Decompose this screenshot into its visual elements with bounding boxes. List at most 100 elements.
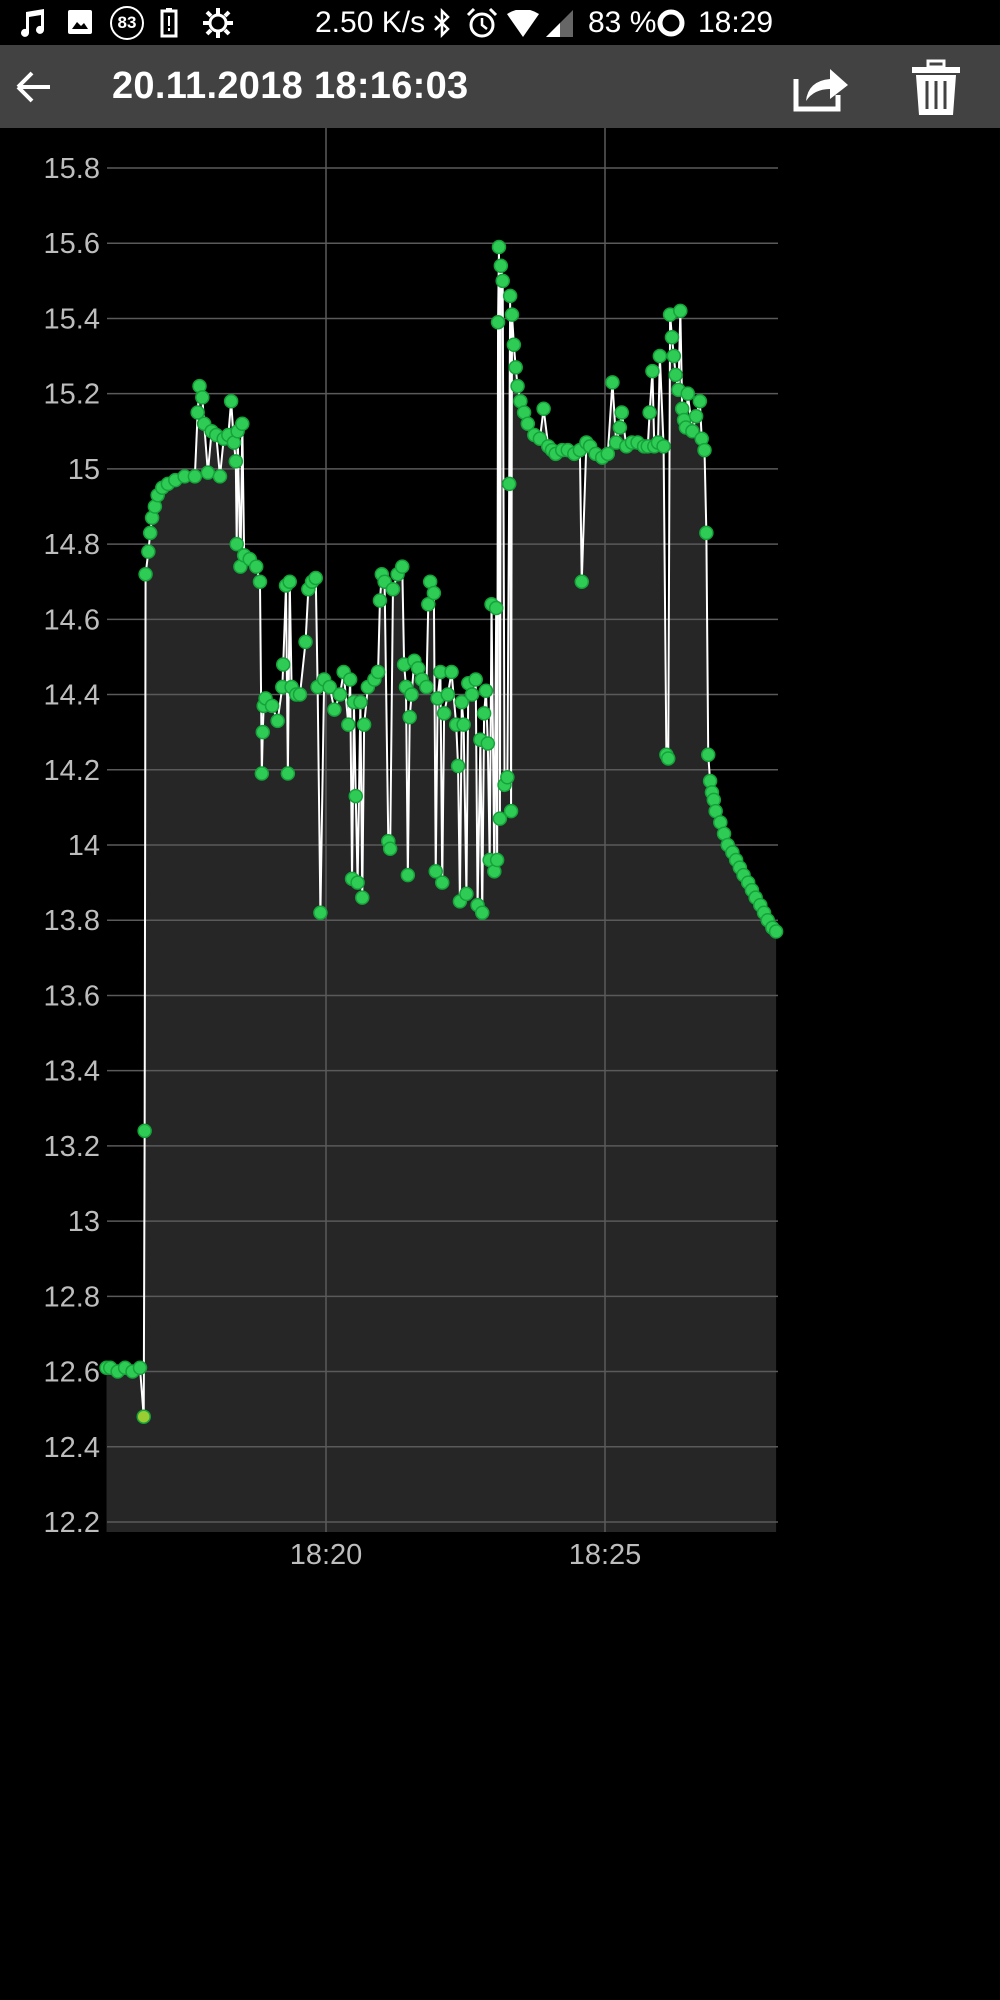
data-point: [313, 905, 328, 920]
y-tick-label: 13.2: [44, 1131, 100, 1163]
data-point: [440, 687, 456, 702]
status-time: 18:29: [698, 6, 774, 39]
data-point: [235, 416, 250, 432]
data-point: [574, 574, 589, 589]
y-tick-label: 14.8: [44, 529, 100, 561]
data-point: [614, 405, 629, 420]
data-point: [355, 890, 370, 905]
voltage-chart: 12.2 12.4 12.6 12.8 13 13.2 13.4 13.6 13.8 14 14.2…: [44, 128, 784, 1571]
y-tick-label: 13.4: [44, 1056, 100, 1088]
data-point: [688, 408, 704, 424]
data-point: [255, 724, 271, 740]
y-tick-label: 12.6: [44, 1357, 100, 1389]
data-point: [435, 875, 450, 890]
data-point: [454, 694, 470, 710]
data-point: [504, 307, 520, 322]
data-point: [187, 469, 203, 484]
network-speed: 2.50 K/s: [315, 6, 426, 39]
data-point: [666, 348, 682, 364]
data-point: [212, 469, 228, 484]
y-tick-label: 13.6: [44, 980, 100, 1012]
data-point: [697, 442, 712, 458]
y-tick-label: 14: [68, 830, 100, 862]
data-point: [200, 465, 216, 480]
data-point: [501, 476, 517, 492]
y-tick-label: 15.6: [44, 228, 100, 260]
y-tick-label: 14.6: [44, 604, 100, 636]
y-tick-label: 13: [68, 1206, 100, 1238]
data-point: [348, 788, 364, 804]
y-tick-label: 12.4: [44, 1432, 100, 1464]
data-point: [520, 416, 536, 432]
data-point: [298, 634, 313, 650]
bluetooth-icon: [434, 8, 450, 38]
data-point: [664, 330, 680, 345]
trash-icon[interactable]: [908, 59, 964, 117]
x-tick-label: 18:25: [569, 1539, 642, 1571]
arrow-left-icon[interactable]: [14, 67, 64, 107]
data-point: [342, 672, 358, 687]
music-note-icon: [21, 9, 44, 37]
x-tick-label: 18:20: [290, 1539, 363, 1571]
data-point: [450, 758, 466, 774]
data-point: [370, 664, 386, 680]
data-point: [280, 766, 296, 781]
data-point: [692, 393, 708, 409]
app-bar: 20.11.2018 18:16:03: [0, 45, 1000, 128]
data-point: [474, 905, 490, 920]
data-point: [372, 593, 388, 608]
data-point: [456, 717, 471, 732]
data-point: [510, 378, 525, 394]
data-point: [395, 559, 410, 574]
battery-ring-icon: [657, 9, 685, 37]
data-point: [476, 706, 492, 721]
data-point: [249, 559, 264, 574]
settings-gear-icon: [203, 8, 233, 38]
data-point: [645, 363, 660, 379]
data-point: [685, 424, 700, 439]
data-point: [491, 239, 507, 255]
data-point: [489, 852, 505, 868]
data-point: [495, 273, 510, 289]
data-point: [350, 875, 365, 890]
data-point: [402, 709, 417, 725]
data-point: [436, 706, 452, 721]
data-point: [254, 766, 270, 781]
data-point: [492, 811, 508, 826]
data-point: [642, 405, 657, 420]
share-icon[interactable]: [792, 63, 852, 113]
data-point: [605, 375, 620, 390]
data-point: [292, 687, 308, 702]
data-point: [502, 288, 518, 304]
data-point: [136, 1409, 151, 1424]
cell-signal-icon: [546, 10, 573, 37]
data-point: [612, 420, 628, 435]
data-point: [308, 570, 324, 586]
data-point: [506, 337, 522, 353]
y-tick-label: 14.2: [44, 755, 100, 787]
y-tick-label: 13.8: [44, 905, 100, 937]
data-point: [660, 751, 676, 766]
data-point: [768, 924, 784, 939]
data-point: [480, 736, 496, 751]
data-point: [421, 597, 436, 612]
data-point: [656, 439, 671, 454]
data-point: [141, 544, 156, 559]
y-tick-label: 12.8: [44, 1281, 100, 1313]
data-point: [228, 454, 244, 469]
data-point: [488, 600, 504, 616]
data-point: [700, 747, 716, 762]
data-point: [508, 360, 523, 375]
data-point: [464, 687, 480, 702]
data-point: [503, 803, 519, 819]
data-point: [385, 581, 401, 597]
status-bar: 83 2.50 K/s 83 % 18:29: [0, 0, 1000, 45]
data-point: [137, 1123, 152, 1139]
axis-labels: 12.2 12.4 12.6 12.8 13 13.2 13.4 13.6 13.8 14 14.2…: [44, 153, 642, 1571]
data-point: [270, 713, 285, 729]
data-point: [190, 405, 205, 420]
y-tick-label: 15.2: [44, 379, 100, 411]
data-point: [536, 401, 551, 416]
data-point: [404, 687, 419, 702]
data-point: [353, 694, 368, 710]
